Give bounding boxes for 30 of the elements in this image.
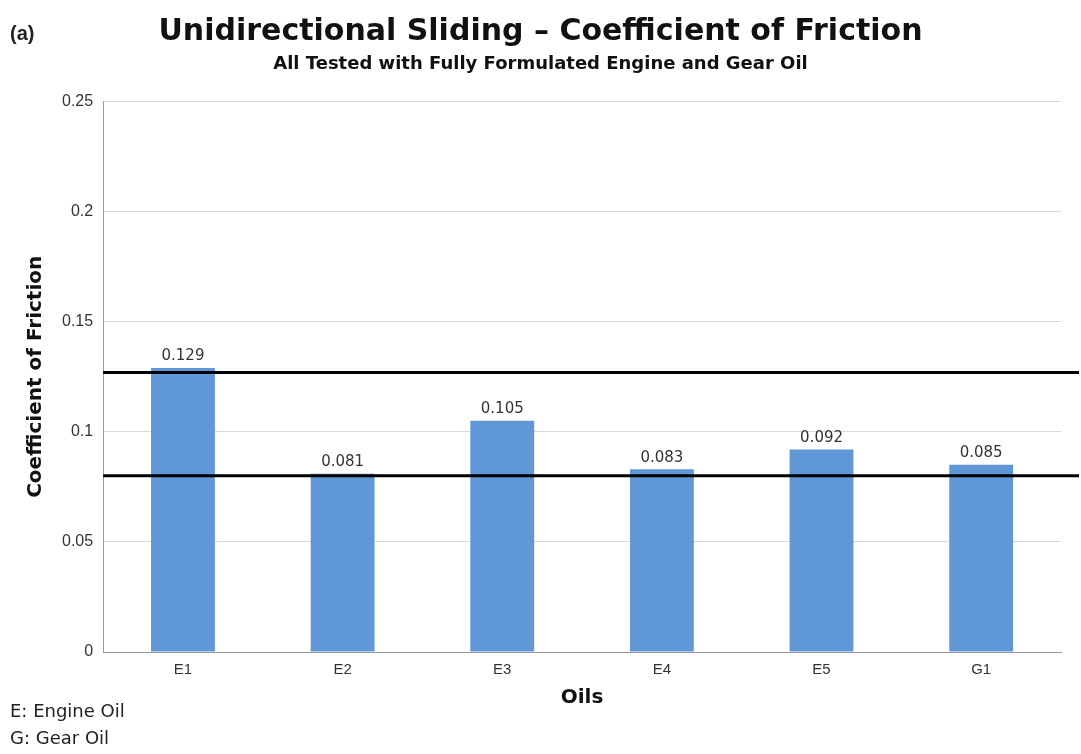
- data-label: 0.129: [161, 346, 205, 365]
- x-tick-label: E4: [652, 660, 672, 678]
- bar: [949, 464, 1014, 652]
- y-tick-label: 0.05: [62, 532, 94, 550]
- y-axis-title: Coefficient of Friction: [22, 255, 47, 498]
- data-label: 0.081: [321, 452, 365, 471]
- x-tick-label: E3: [493, 660, 512, 678]
- bar: [151, 367, 215, 652]
- data-label: 0.085: [959, 443, 1003, 462]
- x-axis-title: Oils: [560, 684, 604, 709]
- x-tick-label: E1: [173, 660, 193, 678]
- y-tick-label: 0.15: [62, 312, 94, 330]
- text: E: Engine Oil: [10, 700, 125, 721]
- x-tick-label: E5: [812, 660, 831, 678]
- y-tick-label: 0.25: [62, 92, 94, 110]
- chart-title: Unidirectional Sliding – Coefficient of Friction: [158, 11, 923, 47]
- y-tick-label: 0.1: [70, 422, 94, 440]
- y-tick-label: 0.2: [70, 202, 94, 220]
- bar: [789, 449, 854, 652]
- text: G: Gear Oil: [10, 727, 110, 748]
- bar: [629, 469, 694, 652]
- data-label: 0.105: [480, 399, 524, 418]
- x-tick-label: E2: [333, 660, 352, 678]
- x-tick-label: G1: [971, 660, 992, 678]
- data-label: 0.083: [640, 447, 684, 466]
- data-label: 0.092: [800, 427, 844, 446]
- bar: [470, 420, 535, 652]
- chart-subtitle: All Tested with Fully Formulated Engine and Gear Oil: [273, 52, 808, 74]
- text: (a): [10, 22, 35, 45]
- y-tick-label: 0: [84, 642, 94, 660]
